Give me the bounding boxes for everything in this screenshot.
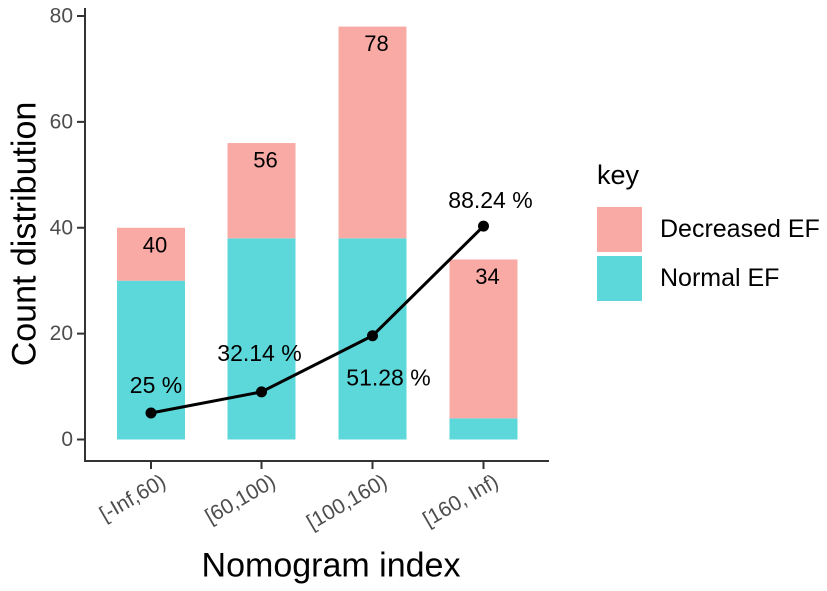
bar-segment-decreased-ef [449,259,518,419]
bar-total-label: 40 [143,232,167,257]
y-tick-label: 0 [61,428,73,451]
legend-swatch-decreased-ef [597,207,642,252]
legend: key Decreased EF Normal EF [597,160,827,305]
line-point [256,386,267,398]
legend-label: Decreased EF [660,215,820,243]
percentage-line [150,225,485,415]
bar-segment-decreased-ef [117,227,185,281]
line-point [145,407,157,419]
percentage-label: 32.14 % [217,340,301,366]
percentage-label: 88.24 % [448,187,532,213]
legend-item-decreased-ef: Decreased EF [597,207,827,252]
line-point [478,220,489,232]
bar-total-label: 34 [475,264,499,289]
percentage-label: 25 % [130,372,182,398]
line-point [367,330,378,342]
bar-segment-normal-ef [449,418,518,440]
y-tick-label: 20 [50,322,73,345]
legend-label: Normal EF [660,264,780,292]
bar-segment-decreased-ef [227,143,296,239]
bar-segment-decreased-ef [338,26,407,239]
percentage-label: 51.28 % [346,365,430,391]
legend-title: key [597,160,640,190]
y-tick-label: 80 [50,5,73,28]
bar-segment-normal-ef [227,238,296,440]
y-axis-title: Count distribution [5,101,44,367]
legend-swatch-normal-ef [597,256,642,301]
bar-total-label: 78 [364,31,388,56]
x-axis-title: Nomogram index [201,546,461,585]
bar-total-label: 56 [253,148,277,173]
y-tick-label: 40 [50,216,73,239]
y-tick-label: 60 [50,110,73,133]
legend-item-normal-ef: Normal EF [597,256,827,301]
